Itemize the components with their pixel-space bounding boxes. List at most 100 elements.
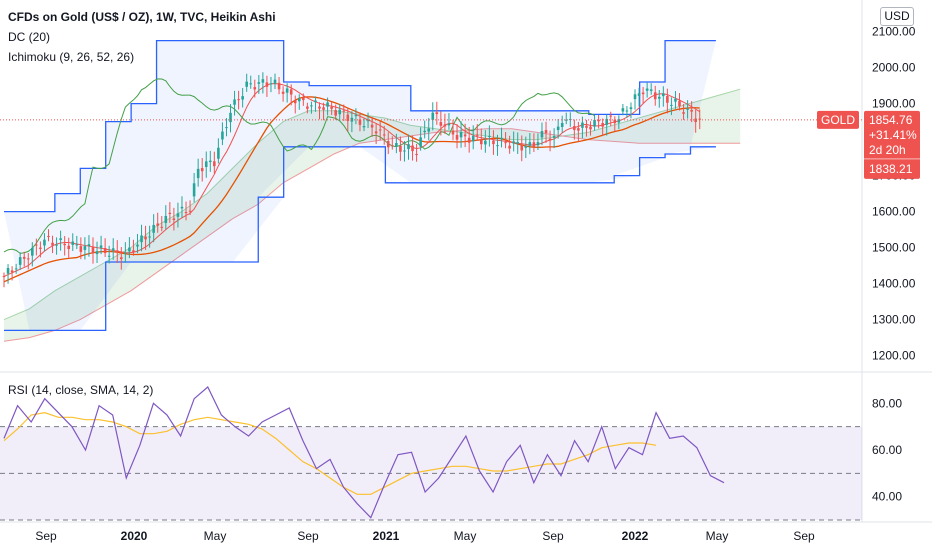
candle-body — [285, 88, 289, 93]
price-tick-label: 1300.00 — [872, 313, 916, 327]
candle-body — [140, 235, 143, 243]
candle-body — [666, 95, 669, 103]
candle-body — [585, 125, 588, 128]
ichimoku-cloud — [4, 89, 741, 342]
price-tag — [864, 110, 920, 179]
candle-body — [103, 247, 107, 254]
candle-body — [459, 132, 463, 138]
candle-body — [71, 241, 75, 245]
candle-body — [536, 142, 540, 146]
candle-body — [633, 94, 637, 100]
donchian-lower — [4, 146, 716, 332]
ichimoku-span-a — [3, 88, 741, 321]
candle-body — [6, 268, 10, 274]
candle-body — [152, 224, 155, 233]
candle-body — [168, 212, 172, 214]
price-tick-label: 1600.00 — [872, 205, 916, 219]
candle-body — [318, 106, 321, 109]
candle-body — [431, 112, 435, 120]
candle-body — [516, 142, 520, 144]
candle-body — [136, 244, 139, 247]
candle-body — [560, 123, 564, 127]
price-tick-label: 2000.00 — [872, 61, 916, 75]
candle-body — [75, 244, 79, 246]
ichimoku-chikou — [3, 78, 595, 254]
candle-body — [690, 109, 693, 112]
candle-body — [180, 206, 184, 209]
candle-body — [10, 270, 14, 273]
candle-body — [342, 110, 346, 112]
candle-body — [241, 96, 244, 100]
candle-body — [407, 144, 410, 150]
candle-body — [524, 145, 528, 148]
candle-body — [204, 161, 208, 167]
candle-body — [99, 245, 103, 248]
rsi-indicator-label[interactable]: RSI (14, close, SMA, 14, 2) — [8, 383, 154, 397]
candle-body — [399, 145, 402, 152]
candle-body — [83, 246, 87, 250]
candle-body — [378, 129, 382, 131]
candle-body — [678, 101, 681, 107]
candle-body — [79, 246, 83, 252]
candle-body — [463, 134, 467, 137]
price-tick-label: 2100.00 — [872, 25, 916, 39]
candle-body — [47, 236, 50, 238]
rsi-band — [0, 426, 862, 520]
candle-body — [605, 118, 608, 125]
candle-body — [597, 119, 600, 122]
time-tick-label: May — [454, 529, 477, 543]
candle-body — [18, 257, 22, 265]
candle-body — [35, 244, 38, 246]
candle-body — [107, 255, 111, 257]
candle-body — [520, 144, 524, 151]
candle-body — [265, 82, 269, 87]
currency-button[interactable]: USD — [880, 7, 914, 26]
candle-body — [322, 107, 325, 110]
time-tick-label: Sep — [35, 529, 57, 543]
candle-body — [528, 142, 532, 146]
candle-body — [670, 104, 673, 106]
candle-body — [613, 119, 617, 124]
candle-body — [370, 124, 374, 128]
candle-body — [26, 258, 30, 260]
candle-body — [439, 122, 443, 126]
ichimoku-indicator-label[interactable]: Ichimoku (9, 26, 52, 26) — [8, 50, 135, 64]
candle-body — [326, 102, 329, 107]
candle-body — [641, 92, 645, 95]
candle-body — [192, 183, 196, 197]
candle-body — [281, 91, 285, 94]
candle-body — [625, 110, 629, 112]
candle-body — [698, 118, 702, 120]
candle-body — [358, 119, 362, 125]
candle-body — [455, 134, 459, 140]
candle-body — [548, 138, 552, 141]
dc-indicator-label[interactable]: DC (20) — [8, 30, 51, 44]
candle-body — [156, 223, 160, 226]
candle-body — [581, 122, 584, 128]
candle-body — [111, 248, 115, 251]
candle-body — [176, 213, 180, 217]
candle-body — [314, 100, 317, 103]
candle-body — [261, 79, 265, 83]
candle-body — [471, 136, 475, 142]
candle-body — [609, 115, 613, 117]
candle-body — [67, 245, 71, 250]
candle-body — [208, 160, 212, 163]
time-tick-label: Sep — [793, 529, 815, 543]
candle-body — [386, 141, 390, 148]
candle-body — [115, 250, 119, 253]
candle-body — [59, 238, 62, 240]
donchian-upper — [4, 39, 716, 213]
candle-body — [447, 123, 451, 126]
candle-body — [577, 128, 580, 131]
time-tick-label: 2022 — [622, 529, 649, 543]
candle-body — [334, 110, 337, 116]
candle-body — [500, 137, 503, 140]
candle-body — [277, 82, 281, 90]
candle-body — [63, 243, 66, 246]
candle-body — [225, 127, 228, 129]
candle-body — [395, 143, 398, 147]
candle-body — [196, 168, 200, 179]
candle-body — [662, 93, 665, 97]
